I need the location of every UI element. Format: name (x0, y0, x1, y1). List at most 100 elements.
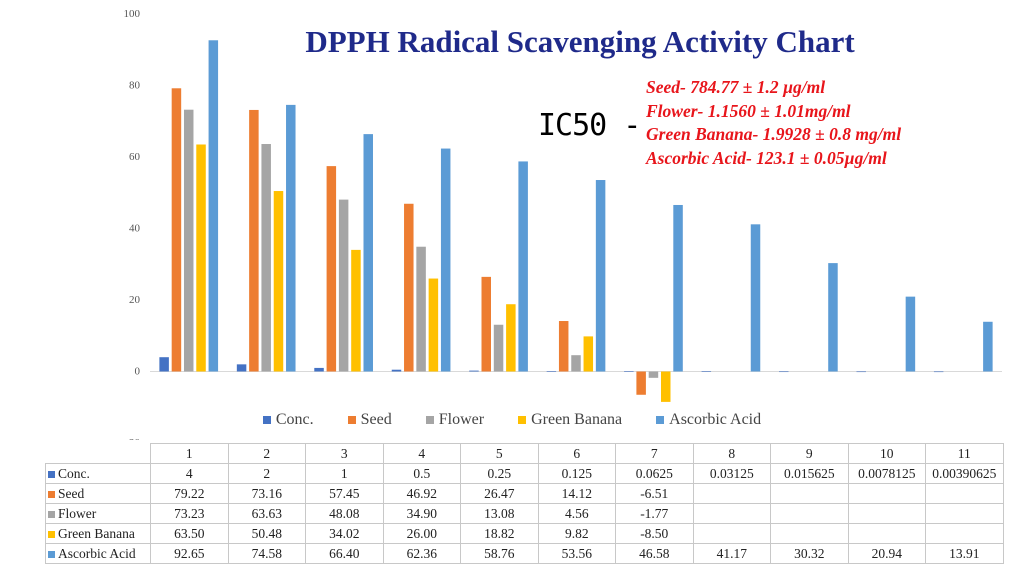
table-cell: 4 (150, 463, 229, 484)
table-cell: 34.02 (305, 523, 384, 544)
table-column-header: 4 (382, 443, 461, 464)
legend-swatch (656, 416, 665, 424)
bar-seed-2 (249, 109, 259, 372)
bar-ascorbic-acid-3 (363, 134, 373, 372)
table-column-header: 2 (227, 443, 306, 464)
table-cell: 2 (227, 463, 306, 484)
bar-ascorbic-acid-10 (905, 296, 916, 372)
bar-conc-10 (856, 371, 866, 373)
bar-flower-4 (416, 246, 426, 372)
row-label: Seed (58, 485, 85, 501)
row-label: Green Banana (58, 525, 135, 541)
table-row: Conc. 4 2 1 0.5 0.25 0.125 0.0625 0.03125 0.01562… (45, 463, 1004, 484)
table-cell: 0.0078125 (847, 463, 926, 484)
bar-ascorbic-acid-2 (286, 104, 296, 372)
table-cell: 0.0625 (615, 463, 694, 484)
table-row: Green Banana 63.50 50.48 34.02 26.00 18.82 9.8… (45, 523, 1004, 544)
table-row: Seed 79.22 73.16 57.45 46.92 26.47 14.12 -6.51 (45, 483, 1004, 504)
table-row: Ascorbic Acid 92.65 74.58 66.40 62.36 58.76 53… (45, 543, 1004, 564)
table-cell: 74.58 (227, 543, 306, 564)
y-tick-label: 60 (129, 151, 141, 163)
bar-conc-11 (933, 371, 944, 373)
table-cell: 0.03125 (692, 463, 771, 484)
table-cell: 20.94 (847, 543, 926, 564)
legend-item: Flower (425, 411, 484, 429)
table-row-header: Ascorbic Acid (45, 543, 151, 564)
bar-green-banana-3 (351, 249, 361, 372)
table-cell: 58.76 (460, 543, 539, 564)
table-cell: 0.00390625 (925, 463, 1004, 484)
table-cell: 26.47 (460, 483, 539, 504)
table-column-header: 11 (925, 443, 1004, 464)
legend-item: Green Banana (518, 411, 622, 429)
bar-flower-5 (493, 324, 504, 372)
legend-item: Seed (347, 411, 392, 429)
y-tick-label: 0 (135, 366, 141, 378)
bar-ascorbic-acid-9 (828, 263, 838, 372)
table-row: Flower 73.23 63.63 48.08 34.90 13.08 4.56 -1.77 (45, 503, 1004, 524)
bar-flower-3 (338, 199, 349, 372)
table-cell: 66.40 (305, 543, 384, 564)
table-cell: 79.22 (150, 483, 229, 504)
bar-conc-8 (701, 371, 712, 372)
table-cell: 14.12 (537, 483, 616, 504)
table-column-header: 9 (770, 443, 849, 464)
bar-green-banana-7 (661, 371, 671, 402)
table-cell: -8.50 (615, 523, 694, 544)
legend-item: Conc. (262, 411, 314, 429)
table-cell: 41.17 (692, 543, 771, 564)
table-column-header: 5 (460, 443, 539, 464)
row-swatch (48, 490, 55, 498)
row-swatch (48, 530, 55, 538)
bar-seed-1 (171, 88, 182, 372)
table-cell: 18.82 (460, 523, 539, 544)
table-corner (45, 443, 151, 464)
table-column-header: 3 (305, 443, 384, 464)
table-column-header: 8 (692, 443, 771, 464)
table-cell: 62.36 (382, 543, 461, 564)
table-column-header: 10 (847, 443, 926, 464)
bar-conc-3 (314, 367, 324, 372)
bar-seed-6 (558, 321, 569, 372)
table-cell: 1 (305, 463, 384, 484)
table-cell: 9.82 (537, 523, 616, 544)
row-label: Ascorbic Acid (58, 545, 136, 561)
table-column-header: 6 (537, 443, 616, 464)
table-row-header: Conc. (45, 463, 151, 484)
y-tick-label: -20 (125, 437, 140, 440)
bar-flower-6 (571, 355, 581, 372)
table-cell: 46.92 (382, 483, 461, 504)
y-tick-label: 20 (129, 294, 141, 306)
table-cell: 0.25 (460, 463, 539, 484)
bar-conc-5 (469, 370, 479, 372)
table-cell (925, 503, 1004, 524)
table-row-header: Green Banana (45, 523, 151, 544)
legend-swatch (347, 416, 356, 424)
table-cell: -6.51 (615, 483, 694, 504)
legend-item: Ascorbic Acid (656, 411, 761, 429)
table-cell (847, 483, 926, 504)
row-swatch (48, 470, 55, 478)
table-cell (770, 523, 849, 544)
table-column-header: 7 (615, 443, 694, 464)
table-cell: 4.56 (537, 503, 616, 524)
table-cell (847, 523, 926, 544)
table-cell (770, 503, 849, 524)
table-cell (770, 483, 849, 504)
table-cell: 26.00 (382, 523, 461, 544)
table-cell: 0.125 (537, 463, 616, 484)
table-cell: 13.08 (460, 503, 539, 524)
bar-green-banana-5 (506, 304, 516, 372)
table-cell: 0.015625 (770, 463, 849, 484)
legend-label: Conc. (275, 411, 314, 428)
bar-ascorbic-acid-11 (983, 321, 993, 372)
bar-seed-3 (326, 166, 337, 372)
table-row-header: Seed (45, 483, 151, 504)
chart-legend: Conc. Seed Flower Green Banana Ascorbic Acid (0, 411, 1024, 429)
legend-swatch (518, 416, 527, 424)
bar-conc-4 (391, 369, 402, 372)
bar-seed-5 (481, 276, 491, 372)
table-header-row: 1 2 3 4 5 6 7 8 9 10 11 (45, 443, 1004, 464)
row-label: Conc. (58, 465, 90, 481)
table-cell: 30.32 (770, 543, 849, 564)
